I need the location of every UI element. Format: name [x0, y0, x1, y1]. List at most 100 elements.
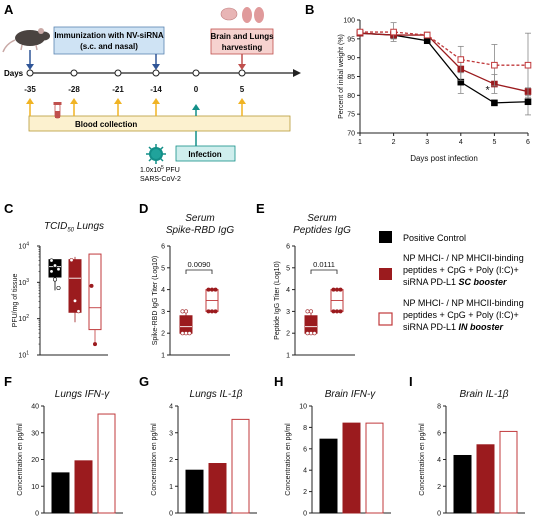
legend: Positive Control NP MHCI- / NP MHCII-bin…	[378, 231, 524, 332]
data-point-in_booster	[356, 28, 364, 36]
timeline-tick-label: 0	[194, 85, 199, 94]
bar-positive_control	[319, 438, 338, 514]
chart-lungs-ifng: 0 10 20 30 40 Concentration en pg/ml Lungs IFN…	[17, 389, 123, 518]
panel-label-d: D	[139, 201, 148, 216]
timeline-ticks: -35 -28 -21 -14 0 5	[24, 69, 246, 94]
legend-sc-line-1: NP MHCI- / NP MHCII-binding	[403, 253, 524, 263]
data-point-positive_control	[56, 267, 61, 272]
data-point-in_booster	[457, 56, 465, 63]
y-tick-label: 1	[286, 353, 290, 360]
chart-peptide-igg: 1 2 3 4 5 6 Peptide IgG Titer (Log10) SerumPept…	[274, 213, 355, 360]
y-tick-label: 2	[437, 484, 441, 491]
y-tick-label: 30	[31, 430, 39, 437]
y-tick-label: 100	[343, 18, 355, 25]
y-tick-label: 5	[286, 265, 290, 272]
timeline-tick-label: -28	[68, 85, 80, 94]
data-point-sc_booster	[69, 258, 74, 263]
panel-c: C 101 102 103 104 PFU/mg of tissue TCID50 Lun…	[4, 201, 108, 360]
y-tick-label: 0	[437, 511, 441, 518]
panel-a: A Immunization with NV-siRNA (s.c. and n…	[2, 2, 301, 183]
x-tick-label: 1	[358, 139, 362, 146]
blood-arrow-head	[152, 98, 160, 104]
chart-title-line-2: Spike-RBD IgG	[166, 225, 235, 236]
y-tick-label: 4	[169, 404, 173, 411]
y-tick-label: 3	[286, 309, 290, 316]
data-point-sc_booster	[73, 298, 78, 303]
significance-bracket	[310, 269, 338, 274]
y-tick-label: 6	[303, 446, 307, 453]
y-tick-label: 0	[169, 511, 173, 518]
y-tick-exponent: 4	[26, 242, 29, 248]
y-tick-exponent: 3	[26, 278, 29, 284]
timeline-tick-label: 5	[240, 85, 245, 94]
bar-in_booster	[499, 430, 518, 514]
p-value-label: 0.0090	[188, 260, 211, 269]
legend-swatch-positive-control	[379, 231, 392, 243]
box-sc_booster	[68, 259, 82, 313]
bar-positive_control	[185, 469, 204, 514]
data-point-in_booster	[331, 309, 336, 314]
panel-label-e: E	[256, 201, 265, 216]
chart-brain-il1b: 0 2 4 6 8 Concentration en pg/ml Brain IL-1β	[419, 389, 525, 518]
bar-in_booster	[365, 422, 384, 514]
legend-swatch-sc-booster	[379, 268, 392, 280]
data-point-in_booster	[206, 287, 211, 292]
data-point-in_booster	[213, 309, 218, 314]
timeline-tick-dot	[192, 69, 200, 77]
panel-g: G 0 1 2 3 4 Concentration en pg/ml Lungs IL-1β	[139, 374, 257, 518]
data-point-positive_control	[491, 99, 498, 107]
y-tick-label: 85	[347, 74, 355, 81]
y-tick-label: 4	[161, 287, 165, 294]
timeline-tick-dot	[238, 69, 246, 77]
bar-in_booster	[231, 418, 250, 514]
y-tick-label: 102	[18, 314, 29, 323]
x-tick-label: 6	[526, 139, 530, 146]
data-point-sc_booster	[187, 331, 192, 336]
box-in_booster	[88, 253, 102, 331]
legend-sc-line-3: siRNA PD-L1 SC booster	[403, 277, 507, 287]
data-point-positive_control	[56, 285, 61, 290]
bar-sc_booster	[476, 444, 495, 514]
y-tick-label: 2	[303, 489, 307, 496]
data-point-positive_control	[52, 277, 57, 282]
y-axis-label: PFU/mg of tissue	[12, 274, 19, 328]
blood-arrow-head	[70, 98, 78, 104]
chart-title: Brain IL-1β	[459, 389, 508, 400]
blood-collection-arrows	[26, 98, 246, 116]
y-tick-label: 2	[286, 331, 290, 338]
panel-label-b: B	[305, 2, 314, 17]
y-axis-label: Percent of initial weight (%)	[338, 34, 345, 119]
x-tick-label: 3	[425, 139, 429, 146]
data-point-sc_booster	[308, 331, 313, 336]
bar-positive_control	[51, 472, 70, 514]
data-point-in_booster	[93, 342, 98, 347]
data-point-sc_booster	[305, 331, 310, 336]
panel-e: E 1 2 3 4 5 6 Peptide IgG Titer (Log10) SerumPe…	[256, 201, 355, 360]
series-line-positive_control	[359, 32, 529, 104]
y-tick-label: 8	[437, 404, 441, 411]
data-point-sc_booster	[180, 309, 185, 314]
y-tick-exponent: 1	[26, 351, 29, 357]
panel-h: H 0 2 4 6 8 10 Concentration en pg/ml Brain IFN…	[274, 374, 391, 518]
data-point-in_booster	[210, 287, 215, 292]
timeline-tick-dot	[70, 69, 78, 77]
y-tick-label: 8	[303, 425, 307, 432]
significance-star: *	[486, 84, 491, 96]
y-axis-label: Spike-RBD IgG Titer (Log10)	[152, 256, 159, 345]
y-tick-label: 5	[161, 265, 165, 272]
days-label: Days	[4, 69, 24, 78]
y-axis-label: Concentration en pg/ml	[285, 423, 292, 496]
timeline-tick-label: -14	[150, 85, 162, 94]
chart-brain-ifng: 0 2 4 6 8 10 Concentration en pg/ml Brain IFN-γ	[285, 389, 391, 518]
y-tick-label: 4	[303, 468, 307, 475]
data-point-sc_booster	[308, 309, 313, 314]
infection-label: Infection	[188, 150, 221, 159]
box-sc_booster	[304, 315, 318, 334]
chart-title: Brain IFN-γ	[325, 389, 377, 400]
data-point-in_booster	[423, 31, 431, 39]
y-tick-label: 1	[169, 484, 173, 491]
y-tick-label: 0	[303, 511, 307, 518]
blood-arrow-head	[26, 98, 34, 104]
